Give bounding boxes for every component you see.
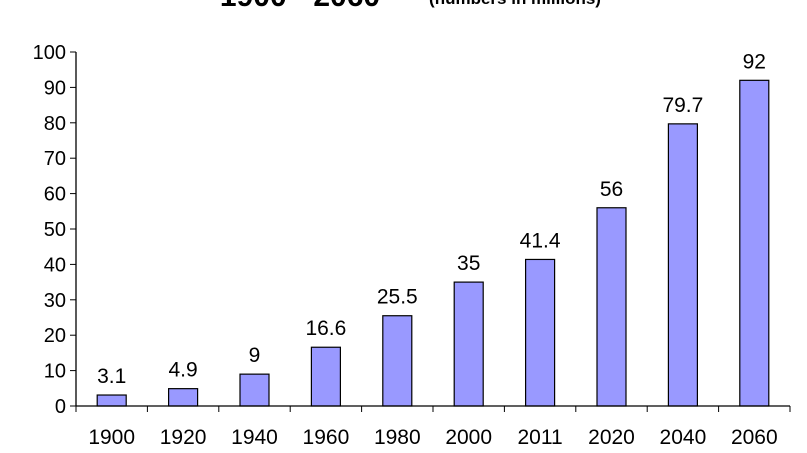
x-tick-label: 1980 [374,426,421,448]
x-tick-label: 2060 [731,426,778,448]
bar-1920 [168,388,199,407]
data-label: 41.4 [520,229,561,252]
y-tick-label: 20 [44,325,66,347]
data-label: 79.7 [662,94,703,117]
data-label: 56 [600,178,623,201]
y-tick-label: 100 [33,42,66,64]
data-label: 9 [249,344,261,367]
x-tick-label: 1960 [303,426,350,448]
y-tick-label: 0 [55,396,66,418]
data-label: 92 [743,50,766,73]
x-tick-label: 2020 [588,426,635,448]
chart-subtitle: (numbers in millions) [429,0,601,8]
y-tick-label: 80 [44,113,66,135]
x-tick-label: 2040 [660,426,707,448]
bar-2040 [667,123,699,407]
data-label: 35 [457,252,480,275]
y-tick-label: 10 [44,361,66,383]
data-label: 4.9 [168,359,197,382]
y-tick-label: 90 [44,77,66,99]
bar-1980 [382,315,413,407]
x-tick-label: 2000 [445,426,492,448]
bar-1940 [239,373,270,407]
y-tick-label: 40 [44,254,66,276]
data-label: 3.1 [97,365,126,388]
y-tick-label: 50 [44,219,66,241]
bar-2020 [596,207,627,407]
data-label: 25.5 [377,286,418,309]
x-tick-label: 1920 [160,426,207,448]
bar-2011 [524,258,556,407]
x-tick-label: 1900 [88,426,135,448]
bar-1900 [96,394,127,407]
x-tick-label: 2011 [518,426,563,448]
y-tick-label: 30 [44,290,66,312]
data-label: 16.6 [305,317,346,340]
y-tick-label: 60 [44,184,66,206]
bar-1960 [310,346,341,407]
chart-title: 1900 - 2060 [220,0,380,13]
x-tick-label: 1940 [231,426,278,448]
y-tick-label: 70 [44,148,66,170]
bar-2000 [453,281,484,407]
bar-2060 [739,79,770,407]
